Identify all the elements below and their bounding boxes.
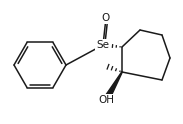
Text: O: O: [102, 13, 110, 23]
Text: OH: OH: [98, 95, 114, 105]
Text: Se: Se: [96, 40, 109, 50]
Polygon shape: [103, 72, 122, 101]
